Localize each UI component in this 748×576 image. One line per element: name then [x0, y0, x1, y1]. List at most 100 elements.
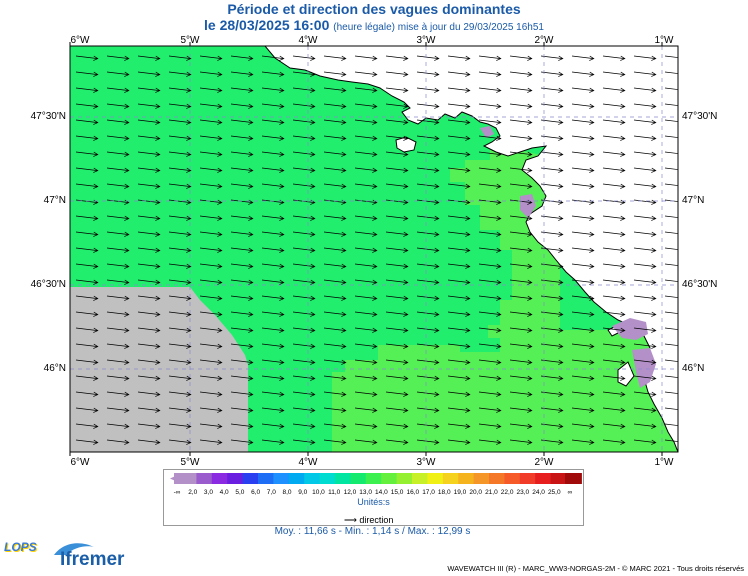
- direction-arrow: [168, 247, 192, 253]
- direction-arrow: [168, 103, 192, 109]
- direction-arrow: [292, 55, 316, 61]
- direction-arrow: [75, 135, 99, 141]
- direction-arrow: [540, 327, 564, 333]
- colorbar-tick-label: 2,0: [188, 489, 198, 496]
- direction-arrow: [230, 247, 254, 253]
- direction-arrow: [416, 311, 440, 317]
- direction-arrow: [354, 167, 378, 173]
- direction-arrow: [75, 167, 99, 173]
- direction-arrow: [106, 103, 130, 109]
- direction-arrow: [354, 263, 378, 269]
- direction-arrow: [137, 183, 161, 189]
- direction-arrow: [540, 103, 564, 109]
- direction-arrow: [354, 231, 378, 237]
- direction-arrow: [230, 71, 254, 77]
- direction-arrow: [106, 423, 130, 429]
- direction-arrow: [261, 391, 285, 397]
- direction-arrow: [106, 247, 130, 253]
- direction-arrow: [354, 103, 378, 109]
- direction-arrow: [416, 247, 440, 253]
- direction-arrow: [137, 135, 161, 141]
- direction-arrow: [416, 103, 440, 109]
- direction-arrow: [540, 359, 564, 365]
- direction-arrow: [261, 343, 285, 349]
- direction-arrow: [354, 215, 378, 221]
- direction-arrow: [447, 359, 471, 365]
- direction-arrow: [633, 167, 657, 173]
- direction-arrow: [540, 423, 564, 429]
- direction-arrow: [261, 71, 285, 77]
- short-period-area: [480, 126, 494, 138]
- direction-arrow: [292, 311, 316, 317]
- direction-arrow: [664, 263, 678, 266]
- direction-arrow: [478, 423, 502, 429]
- direction-arrow: [137, 199, 161, 205]
- direction-arrow: [261, 295, 285, 301]
- direction-arrow: [571, 183, 595, 189]
- direction-arrow: [416, 151, 440, 157]
- direction-arrow: [540, 167, 564, 173]
- direction-arrow: [633, 231, 657, 237]
- direction-arrow: [416, 439, 440, 445]
- direction-arrow: [447, 119, 471, 125]
- lops-logo: LOPS: [4, 540, 37, 554]
- direction-arrow: [447, 151, 471, 157]
- direction-arrow: [137, 439, 161, 445]
- direction-arrow: [230, 231, 254, 237]
- colorbar-tick-label: 7,0: [266, 489, 276, 496]
- direction-arrow: [354, 295, 378, 301]
- direction-arrow: [633, 311, 657, 317]
- direction-arrow: [106, 167, 130, 173]
- direction-arrow: [323, 167, 347, 173]
- direction-arrow: [633, 295, 657, 301]
- direction-arrow: [664, 439, 678, 442]
- direction-arrow: [447, 167, 471, 173]
- direction-arrow: [633, 215, 657, 221]
- direction-arrow: [323, 247, 347, 253]
- direction-arrow: [571, 327, 595, 333]
- direction-arrow: [447, 439, 471, 445]
- direction-arrow: [137, 167, 161, 173]
- direction-arrow: [323, 375, 347, 381]
- direction-arrow: [75, 55, 99, 61]
- direction-arrow: [199, 151, 223, 157]
- direction-arrow: [540, 311, 564, 317]
- direction-arrow: [478, 311, 502, 317]
- colorbar-swatch: [242, 473, 259, 484]
- direction-arrow: [75, 263, 99, 269]
- direction-arrow: [199, 375, 223, 381]
- direction-arrow: [540, 279, 564, 285]
- direction-arrow: [75, 327, 99, 333]
- colorbar-tick-label: 15,0: [390, 489, 404, 496]
- direction-arrow: [323, 343, 347, 349]
- direction-arrow: [385, 71, 409, 77]
- direction-arrow: [137, 119, 161, 125]
- direction-arrow: [75, 183, 99, 189]
- colorbar-swatch: [211, 473, 228, 484]
- direction-arrow: [230, 135, 254, 141]
- direction-arrow: [106, 327, 130, 333]
- direction-arrow: [230, 391, 254, 397]
- direction-arrow: [137, 423, 161, 429]
- direction-arrow: [664, 279, 678, 282]
- direction-arrow: [447, 407, 471, 413]
- direction-arrow: [478, 263, 502, 269]
- direction-arrow: [416, 135, 440, 141]
- direction-arrow: [323, 215, 347, 221]
- direction-arrow: [540, 135, 564, 141]
- direction-arrow: [540, 263, 564, 269]
- direction-arrow: [230, 343, 254, 349]
- direction-arrow: [571, 247, 595, 253]
- direction-arrow: [323, 263, 347, 269]
- direction-arrow: [137, 295, 161, 301]
- direction-arrow: [509, 391, 533, 397]
- direction-arrow: [571, 167, 595, 173]
- colorbar-swatch: [442, 473, 459, 484]
- direction-arrow: [664, 407, 678, 410]
- lat-label-left: 47°30'N: [30, 111, 66, 122]
- direction-arrow: [633, 183, 657, 189]
- update-note: (heure légale) mise à jour du 29/03/2025…: [333, 22, 544, 33]
- direction-arrow: [230, 119, 254, 125]
- colorbar-swatch: [535, 473, 552, 484]
- direction-arrow: [106, 135, 130, 141]
